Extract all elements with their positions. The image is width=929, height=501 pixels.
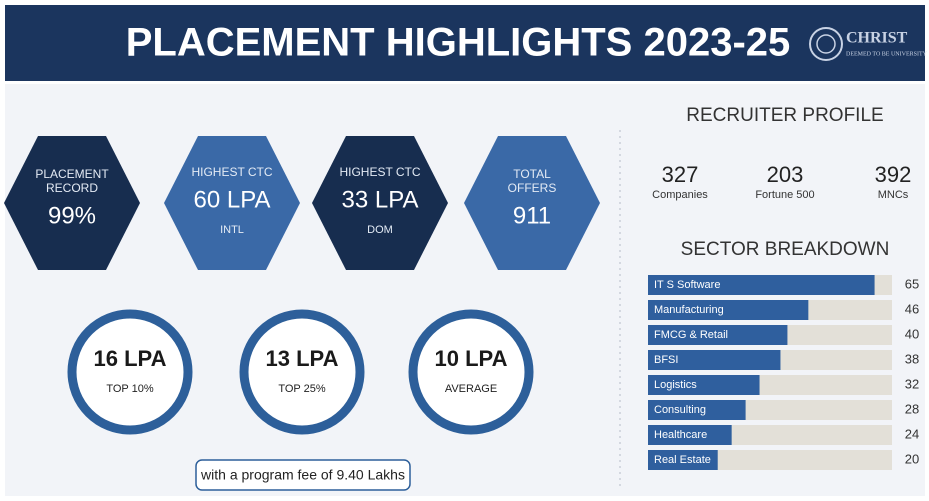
bar-value: 24 <box>905 426 919 441</box>
highlight-hexagon <box>4 136 140 270</box>
highlight-hexagon <box>464 136 600 270</box>
stat-value: 392 <box>875 162 912 187</box>
salary-label: TOP 25% <box>278 383 326 395</box>
bar <box>648 350 781 370</box>
bar-category: Manufacturing <box>654 304 724 316</box>
stat-label: MNCs <box>878 189 909 201</box>
highlight-value: 60 LPA <box>194 186 271 213</box>
stat-value: 327 <box>662 162 699 187</box>
bar-value: 38 <box>905 351 919 366</box>
bar-value: 32 <box>905 376 919 391</box>
fee-note: with a program fee of 9.40 Lakhs <box>200 467 405 483</box>
highlight-label: OFFERS <box>508 181 557 195</box>
highlight-hexagon <box>312 136 448 270</box>
bar-category: Consulting <box>654 404 706 416</box>
fee-box <box>195 459 411 491</box>
highlight-note: INTL <box>220 224 244 236</box>
highlight-label: HIGHEST CTC <box>191 165 272 179</box>
salary-ring <box>67 309 193 435</box>
bar-value: 20 <box>905 451 919 466</box>
highlight-label: TOTAL <box>513 167 551 181</box>
bar <box>648 450 718 470</box>
bar <box>648 300 809 320</box>
logo-emblem-inner <box>816 34 836 54</box>
bar-value: 46 <box>905 301 919 316</box>
bar <box>648 325 788 345</box>
header-title: PLACEMENT HIGHLIGHTS 2023-25 <box>126 21 791 65</box>
bar-category: BFSI <box>654 354 678 366</box>
bar <box>648 375 760 395</box>
logo-emblem <box>809 27 843 61</box>
bar-category: Logistics <box>654 379 697 391</box>
stat-value: 203 <box>767 162 804 187</box>
highlight-label: PLACEMENT <box>35 167 109 181</box>
header-band <box>5 5 925 81</box>
highlight-note: DOM <box>367 224 393 236</box>
highlight-value: 33 LPA <box>342 186 419 213</box>
salary-value: 10 LPA <box>435 346 508 371</box>
bar-value: 28 <box>905 401 919 416</box>
bar <box>648 425 732 445</box>
logo-subtitle: DEEMED TO BE UNIVERSITY <box>846 51 928 57</box>
salary-ring <box>239 309 365 435</box>
salary-label: TOP 10% <box>106 383 154 395</box>
bar <box>648 275 875 295</box>
highlight-hexagon <box>164 136 300 270</box>
salary-value: 13 LPA <box>266 346 339 371</box>
stat-label: Companies <box>652 189 708 201</box>
stat-label: Fortune 500 <box>755 189 814 201</box>
salary-value: 16 LPA <box>94 346 167 371</box>
bar-category: Real Estate <box>654 454 711 466</box>
sector-title: SECTOR BREAKDOWN <box>681 239 890 260</box>
logo-name: CHRIST <box>846 30 908 47</box>
bar <box>648 400 746 420</box>
bar-category: Healthcare <box>654 429 707 441</box>
bar-category: IT S Software <box>654 279 720 291</box>
salary-label: AVERAGE <box>445 383 497 395</box>
bar-value: 40 <box>905 326 919 341</box>
bar-category: FMCG & Retail <box>654 329 728 341</box>
highlight-value: 911 <box>513 202 551 229</box>
bar-value: 65 <box>905 276 919 291</box>
highlight-label: HIGHEST CTC <box>339 165 420 179</box>
highlight-value: 99% <box>48 202 96 229</box>
salary-ring <box>408 309 534 435</box>
recruiter-title: RECRUITER PROFILE <box>686 105 883 126</box>
highlight-label: RECORD <box>46 181 98 195</box>
